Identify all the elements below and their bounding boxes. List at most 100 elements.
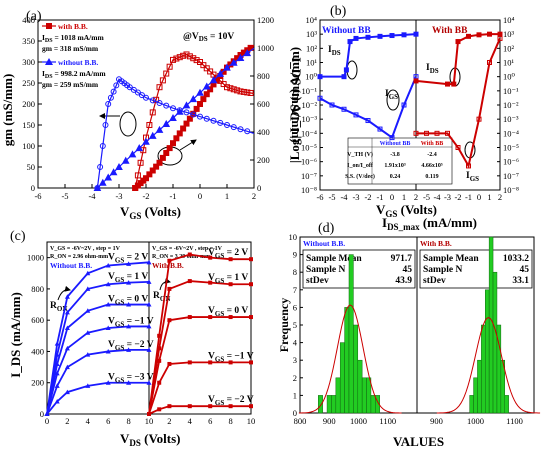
panel-b-lbl-igs-left-main: I [385, 89, 389, 99]
panel-c-series-without-0 [46, 261, 150, 415]
panel-b-marker-without-ids [347, 39, 353, 45]
panel-a-marker-with-bb-gm [217, 77, 224, 84]
vgs-sub: GS [115, 299, 124, 307]
panel-b-ytick-right-label: 10⁰ [503, 72, 516, 82]
panel-a-marker-with-bb-gm [183, 51, 190, 58]
panel-d: (d) IDS_max (mA/mm) Frequency VALUES Wit… [277, 215, 541, 449]
panel-a-series-without-bb-gm [96, 78, 255, 189]
panel-c-marker-with [157, 380, 162, 385]
panel-d-ytick-label: 1 [293, 390, 297, 400]
panel-c-letter: (c) [10, 229, 26, 244]
panel-b-marker-with-ids [497, 31, 503, 37]
panel-b-series-with-igs [416, 38, 501, 169]
vgs-sub: GS [115, 320, 124, 328]
panel-d-right-stat-label: Sample Mean [423, 254, 479, 264]
panel-a-xtick-label: -5 [61, 191, 68, 201]
panel-c-ytick-label: 0 [40, 409, 44, 419]
panel-a-annotation-sub: DS [199, 35, 208, 43]
panel-a-marker-with-bb-gm [149, 109, 156, 116]
panel-c-marker-with [167, 258, 172, 263]
panel-c-ytick-label: 1000 [27, 253, 44, 263]
panel-c-xtick-left-label: 4 [86, 416, 91, 426]
panel-b-table-cell: 0.24 [390, 174, 401, 180]
panel-b-marker-with-igs [455, 145, 461, 150]
panel-d-left-stat-label: Sample N [306, 265, 345, 275]
panel-c-vgs-right-label: VGS = 0 V [208, 306, 248, 318]
panel-d-bar-with [473, 377, 478, 414]
panel-c-ron-left-main: R [50, 301, 57, 311]
panel-b-xtick-right-label: 2 [498, 192, 502, 202]
panel-b-ylabel: |Log| I_DS (mA/mm) [287, 47, 302, 163]
vgs-sub: GS [115, 276, 124, 284]
vgs-sub: GS [115, 377, 124, 385]
panel-a-marker-with-bb-gm [203, 65, 210, 72]
panel-d-bar-with [492, 271, 498, 414]
panel-d-bar-without [335, 377, 341, 414]
panel-c-marker-with [157, 333, 162, 338]
panel-d-right-stat-label: stDev [423, 276, 446, 286]
panel-c-marker-without [85, 330, 91, 335]
panel-b-xlabel-tail: (Volts) [397, 202, 437, 217]
panel-a-marker-with-bb-gm [240, 88, 247, 95]
panel-b-marker-with-igs [413, 130, 419, 136]
vgs-v: V [208, 273, 215, 283]
panel-c-marker-with [249, 282, 253, 287]
panel-c-ron-right: RON [153, 291, 170, 303]
panel-c-vgs-left-label: VGS = 0 V [108, 295, 148, 307]
panel-c-marker-without [126, 261, 132, 266]
panel-c-marker-without [146, 347, 152, 352]
panel-b-marker-with-igs [497, 35, 503, 41]
vgs-v: V [108, 252, 115, 262]
panel-a-marker-with-bb-gm [146, 122, 153, 128]
panel-d-title-sub: DS_max [387, 222, 420, 232]
vgs-sub: GS [215, 277, 224, 285]
panel-c-marker-without [85, 383, 91, 388]
panel-c-marker-without [85, 352, 91, 357]
vgs-sub: GS [215, 252, 224, 260]
panel-b-table-cell: 0.119 [425, 174, 438, 180]
panel-d-right-stat-value: 1033.2 [503, 254, 529, 264]
panel-a-marker-without-bb-gm [190, 111, 197, 118]
panel-b-marker-without-igs [353, 112, 359, 118]
legend-ids-with-sub: DS [45, 38, 53, 44]
panel-c-marker-without [146, 323, 152, 329]
panel-c-marker-with [208, 404, 213, 409]
panel-c-ticks: 0 200 400 600 800 1000 0 2 4 6 8 10 2 4 6 8 10 [27, 253, 255, 426]
panel-c-ytick-label: 800 [31, 284, 44, 294]
panel-c-marker-with [228, 360, 233, 365]
panel-d-bar-without [318, 395, 323, 414]
panel-d-xtick-right-label: 900 [430, 416, 443, 426]
panel-d-ytick-label: 4 [293, 338, 298, 348]
panel-c-left-note2: R_ON = 2.96 ohm-mm [50, 254, 108, 260]
vgs-sub: GS [215, 355, 224, 363]
vgs-v: V [108, 340, 115, 350]
panel-c-marker-with [208, 255, 213, 260]
panel-a-marker-without-bb-gm [110, 88, 117, 95]
panel-b-marker-without-ids [353, 35, 359, 41]
panel-c-xtick-right-label: 8 [228, 416, 232, 426]
panel-d-left-stats: Sample Mean 971.7 Sample N 45 stDev 43.9 [302, 249, 416, 289]
panel-a-marker-with-bb-gm [227, 85, 234, 92]
vgs-value: = 1 V [224, 273, 248, 283]
panel-d-left-stat-value: 971.7 [391, 254, 413, 264]
panel-c-series-without-5 [46, 381, 149, 415]
panel-a-letter: (a) [26, 9, 42, 24]
panel-a-marker-without-bb-ids [115, 162, 123, 170]
panel-a-marker-without-bb-ids [236, 53, 245, 61]
panel-c-marker-with [249, 257, 253, 262]
panel-b-table-cell: S.S. (V/dec) [345, 173, 375, 180]
panel-a-marker-without-bb-ids [104, 173, 113, 181]
panel-a-xtick-label: -1 [169, 191, 176, 201]
panel-d-bar-without [331, 395, 337, 414]
panel-c-marker-with [187, 279, 192, 284]
panel-a-marker-without-bb-gm [244, 128, 251, 135]
panel-a-ytick-left-label: 0 [31, 183, 35, 193]
vgs-v: V [108, 295, 115, 305]
panel-b-marker-with-igs [434, 130, 440, 136]
panel-a-marker-with-bb-gm [220, 81, 227, 88]
panel-a-marker-with-bb-gm [137, 159, 144, 166]
panel-c-left-title: Without B.B. [50, 261, 92, 270]
legend-label-without: without B.B. [58, 58, 98, 67]
panel-c-marker-with [208, 280, 213, 285]
